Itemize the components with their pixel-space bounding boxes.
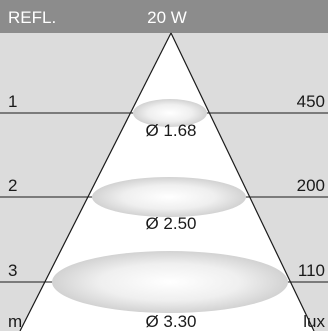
diameter-label-2: Ø 2.50 xyxy=(145,214,196,233)
unit-distance: m xyxy=(8,312,22,331)
diameter-label-1: Ø 1.68 xyxy=(145,121,196,140)
unit-illuminance: lux xyxy=(303,312,325,331)
header-left-text: REFL. xyxy=(8,8,56,27)
lux-label-3: 110 xyxy=(298,261,325,280)
light-spot-1 xyxy=(133,99,207,127)
header-bar xyxy=(0,0,328,33)
lux-label-1: 450 xyxy=(297,92,325,111)
header-wattage: 20 W xyxy=(147,8,187,27)
light-spot-2 xyxy=(92,177,246,217)
cone-edge-right xyxy=(170,32,315,331)
distance-label-2: 2 xyxy=(8,176,17,195)
distance-label-1: 1 xyxy=(8,92,17,111)
distance-label-3: 3 xyxy=(8,261,17,280)
lux-label-2: 200 xyxy=(297,176,325,195)
diameter-label-3: Ø 3.30 xyxy=(145,312,196,331)
cone-edge-left xyxy=(19,32,172,331)
light-spot-3 xyxy=(52,251,288,313)
